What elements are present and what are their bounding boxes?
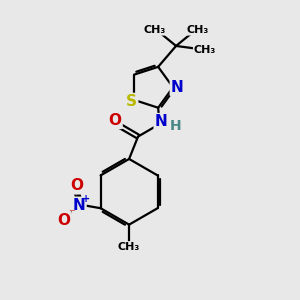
Text: ⁻: ⁻: [68, 207, 75, 220]
Text: CH₃: CH₃: [194, 44, 216, 55]
Text: S: S: [126, 94, 137, 109]
Text: CH₃: CH₃: [118, 242, 140, 252]
Text: CH₃: CH₃: [143, 25, 166, 35]
Text: O: O: [70, 178, 83, 193]
Text: N: N: [155, 114, 167, 129]
Text: H: H: [169, 119, 181, 134]
Text: CH₃: CH₃: [186, 25, 209, 35]
Text: N: N: [73, 198, 85, 213]
Text: O: O: [58, 213, 71, 228]
Text: N: N: [171, 80, 184, 95]
Text: +: +: [82, 194, 90, 204]
Text: O: O: [109, 113, 122, 128]
